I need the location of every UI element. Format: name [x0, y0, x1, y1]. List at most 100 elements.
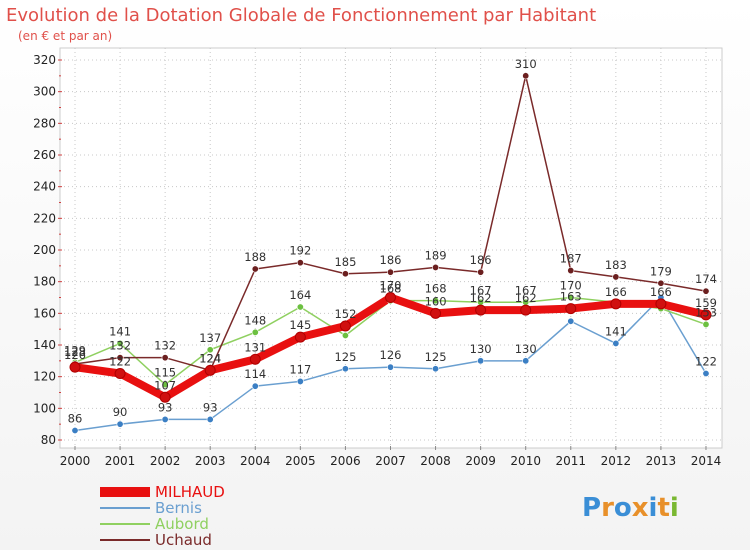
point-aubord-2014	[702, 320, 710, 328]
x-tick-label-2000: 2000	[60, 454, 91, 468]
point-uchaud-2004	[251, 265, 259, 273]
point-milhaud-2004	[249, 353, 261, 365]
logo-letter: i	[670, 493, 679, 523]
data-label-uchaud-2014: 174	[695, 272, 717, 286]
data-label-milhaud-2007: 170	[380, 279, 402, 293]
point-bernis-2014	[702, 369, 710, 377]
proxiti-logo: Proxiti	[582, 493, 679, 523]
point-uchaud-2001	[116, 354, 124, 362]
x-tick-label-2004: 2004	[240, 454, 271, 468]
point-uchaud-2006	[341, 270, 349, 278]
data-label-bernis-2008: 125	[425, 350, 447, 364]
data-label-aubord-2002: 115	[154, 366, 176, 380]
y-tick-label-240: 240	[33, 180, 56, 194]
data-label-bernis-2010: 130	[515, 342, 537, 356]
point-bernis-2009	[477, 357, 485, 365]
data-label-milhaud-2002: 107	[154, 378, 176, 392]
point-aubord-2001	[116, 339, 124, 347]
logo-letter: o	[614, 493, 632, 523]
data-label-uchaud-2009: 186	[470, 253, 492, 267]
data-label-aubord-2001: 141	[109, 324, 131, 338]
data-label-milhaud-2006: 152	[334, 307, 356, 321]
point-uchaud-2012	[612, 273, 620, 281]
point-bernis-2011	[567, 317, 575, 325]
point-bernis-2004	[251, 382, 259, 390]
legend-label-uchaud: Uchaud	[155, 531, 212, 549]
logo-letter: P	[582, 493, 601, 523]
data-label-milhaud-2000: 126	[64, 348, 86, 362]
data-label-milhaud-2009: 162	[470, 291, 492, 305]
logo-letter: r	[601, 493, 614, 523]
data-label-milhaud-2004: 131	[244, 340, 266, 354]
point-bernis-2005	[296, 377, 304, 385]
legend-swatch-aubord	[100, 523, 150, 525]
point-bernis-2008	[432, 365, 440, 373]
point-milhaud-2008	[430, 307, 442, 319]
chart-title: Evolution de la Dotation Globale de Fonc…	[6, 5, 596, 26]
point-aubord-2003	[206, 346, 214, 354]
point-bernis-2000	[71, 426, 79, 434]
data-label-milhaud-2005: 145	[289, 318, 311, 332]
data-label-bernis-2009: 130	[470, 342, 492, 356]
point-milhaud-2002	[159, 391, 171, 403]
y-tick-label-120: 120	[33, 370, 56, 384]
data-label-milhaud-2003: 124	[199, 351, 221, 365]
data-label-bernis-2012: 141	[605, 324, 627, 338]
y-tick-label-80: 80	[41, 433, 56, 447]
data-label-bernis-2003: 93	[203, 400, 218, 414]
point-bernis-2003	[206, 415, 214, 423]
y-tick-label-180: 180	[33, 275, 56, 289]
point-milhaud-2010	[520, 304, 532, 316]
data-label-aubord-2009: 167	[470, 283, 492, 297]
x-tick-label-2001: 2001	[105, 454, 136, 468]
point-bernis-2006	[341, 365, 349, 373]
data-label-aubord-2005: 164	[289, 288, 311, 302]
y-tick-label-320: 320	[33, 53, 56, 67]
point-milhaud-2012	[610, 298, 622, 310]
data-label-bernis-2000: 86	[68, 412, 83, 426]
data-label-uchaud-2011: 187	[560, 252, 582, 266]
chart-subtitle: (en € et par an)	[18, 29, 112, 43]
x-tick-label-2013: 2013	[646, 454, 677, 468]
point-milhaud-2007	[384, 292, 396, 303]
point-aubord-2006	[341, 331, 349, 339]
legend-swatch-milhaud	[100, 487, 150, 497]
series-markers	[69, 72, 712, 434]
x-tick-label-2003: 2003	[195, 454, 226, 468]
x-tick-label-2012: 2012	[601, 454, 632, 468]
point-uchaud-2010	[522, 72, 530, 80]
logo-letter: i	[649, 493, 658, 523]
data-label-aubord-2014: 153	[695, 305, 717, 319]
data-label-uchaud-2005: 192	[289, 244, 311, 258]
logo-letter: t	[657, 493, 669, 523]
x-tick-label-2008: 2008	[420, 454, 451, 468]
point-bernis-2001	[116, 420, 124, 428]
y-tick-label-140: 140	[33, 338, 56, 352]
data-label-uchaud-2002: 132	[154, 339, 176, 353]
y-tick-label-220: 220	[33, 211, 56, 225]
legend-swatch-uchaud	[100, 539, 150, 541]
x-tick-label-2009: 2009	[465, 454, 496, 468]
point-aubord-2008	[432, 297, 440, 305]
data-label-uchaud-2008: 189	[425, 248, 447, 262]
legend-label-bernis: Bernis	[155, 499, 202, 517]
point-uchaud-2007	[386, 268, 394, 276]
data-label-uchaud-2004: 188	[244, 250, 266, 264]
data-label-uchaud-2003: 124	[199, 351, 221, 365]
point-bernis-2010	[522, 357, 530, 365]
legend-label-aubord: Aubord	[155, 515, 209, 533]
point-bernis-2007	[386, 363, 394, 371]
point-uchaud-2008	[432, 263, 440, 271]
point-uchaud-2002	[161, 354, 169, 362]
point-uchaud-2005	[296, 259, 304, 267]
data-label-aubord-2010: 167	[515, 283, 537, 297]
data-label-aubord-2007: 168	[380, 282, 402, 296]
data-label-bernis-2004: 114	[244, 367, 266, 381]
point-uchaud-2014	[702, 287, 710, 295]
data-label-bernis-2006: 125	[334, 350, 356, 364]
data-labels: 86 90 93 93 114 117 125 126 125 130 130 141 122 129 14…	[64, 57, 717, 426]
point-milhaud-2005	[294, 331, 306, 343]
data-label-uchaud-2013: 179	[650, 264, 672, 278]
data-label-bernis-2007: 126	[380, 348, 402, 362]
